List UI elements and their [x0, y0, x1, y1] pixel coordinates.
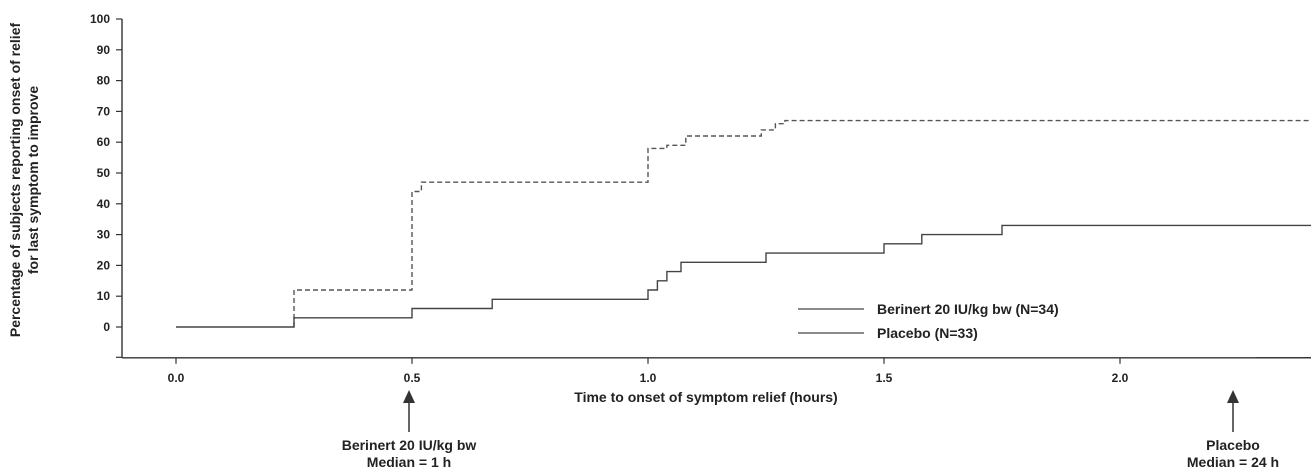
legend: Berinert 20 IU/kg bw (N=34) Placebo (N=3…	[798, 301, 1059, 341]
y-tick-label: 90	[97, 43, 111, 57]
y-tick-label: 0	[103, 320, 110, 334]
annotation-berinert-line1: Berinert 20 IU/kg bw	[342, 437, 477, 453]
y-tick-label: 40	[97, 197, 111, 211]
y-tick-label: 70	[97, 104, 111, 118]
axes: 01020304050607080901000.00.51.01.52.02.5…	[90, 12, 1311, 385]
x-tick-label: 0.5	[404, 371, 421, 385]
y-tick-label: 60	[97, 135, 111, 149]
legend-label-berinert: Berinert 20 IU/kg bw (N=34)	[877, 301, 1059, 317]
annotation-placebo-line2: Median = 24 h	[1187, 454, 1279, 470]
series-layer	[176, 119, 1311, 328]
x-tick-label: 1.0	[640, 371, 657, 385]
legend-label-placebo: Placebo (N=33)	[877, 325, 978, 341]
x-tick-label: 0.0	[168, 371, 185, 385]
y-tick-label: 80	[97, 74, 111, 88]
series-line-berinert	[293, 119, 1311, 327]
x-axis-title: Time to onset of symptom relief (hours)	[574, 389, 837, 405]
arrow-up-icon	[1227, 390, 1239, 403]
annotation-berinert-median: Berinert 20 IU/kg bw Median = 1 h	[342, 390, 477, 470]
y-tick-label: 100	[90, 12, 110, 26]
y-axis-title-line2: for last symptom to improve	[25, 86, 41, 274]
series-line-placebo	[176, 224, 1311, 328]
y-axis-title-line1: Percentage of subjects reporting onset o…	[7, 23, 23, 338]
y-tick-label: 30	[97, 228, 111, 242]
annotation-placebo-median: Placebo Median = 24 h	[1187, 390, 1279, 470]
arrow-up-icon	[403, 390, 415, 403]
x-tick-label: 1.5	[876, 371, 893, 385]
x-tick-label: 2.0	[1112, 371, 1129, 385]
annotation-berinert-line2: Median = 1 h	[367, 454, 451, 470]
y-tick-label: 50	[97, 166, 111, 180]
y-tick-label: 10	[97, 289, 111, 303]
y-tick-label: 20	[97, 258, 111, 272]
annotation-placebo-line1: Placebo	[1206, 437, 1260, 453]
